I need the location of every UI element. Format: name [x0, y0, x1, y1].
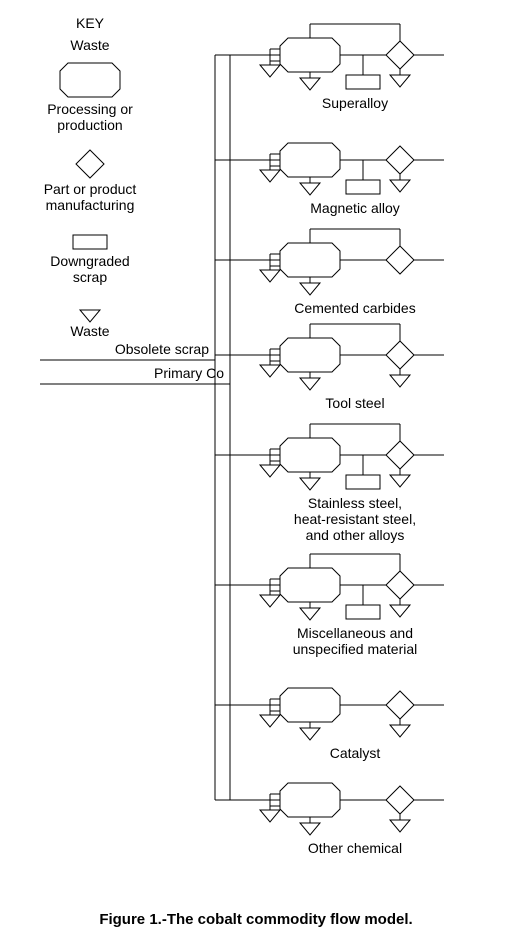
- manufacturing-diamond: [386, 571, 414, 599]
- process-box: [280, 783, 340, 817]
- downgraded-scrap-icon: [346, 75, 380, 89]
- legend-item-label: Waste: [70, 37, 109, 53]
- flow-module: Tool steel: [260, 324, 444, 411]
- downgraded-scrap-icon: [346, 180, 380, 194]
- manufacturing-diamond: [386, 41, 414, 69]
- svg-text:scrap: scrap: [73, 269, 107, 285]
- flow-module: Superalloy: [260, 24, 444, 111]
- waste-icon: [260, 595, 280, 607]
- waste-icon: [300, 78, 320, 90]
- waste-icon: [300, 823, 320, 835]
- downgraded-scrap-icon: [346, 605, 380, 619]
- waste-icon: [390, 375, 410, 387]
- waste-icon: [390, 725, 410, 737]
- process-box: [280, 38, 340, 72]
- process-box: [280, 338, 340, 372]
- waste-icon: [260, 810, 280, 822]
- module-label: and other alloys: [306, 527, 405, 543]
- flow-module: Catalyst: [260, 688, 444, 761]
- flow-module: Miscellaneous andunspecified material: [260, 554, 444, 657]
- manufacturing-diamond: [386, 441, 414, 469]
- trunk-label-primary: Primary Co: [154, 365, 224, 381]
- module-label: Other chemical: [308, 840, 402, 856]
- downgraded-scrap-icon: [73, 235, 107, 249]
- module-label: Tool steel: [325, 395, 384, 411]
- svg-text:Processing or: Processing or: [47, 101, 133, 117]
- waste-icon: [300, 283, 320, 295]
- manufacturing-diamond: [386, 786, 414, 814]
- waste-icon: [260, 270, 280, 282]
- svg-text:Waste: Waste: [70, 323, 109, 339]
- svg-text:Downgraded: Downgraded: [50, 253, 129, 269]
- module-label: Catalyst: [330, 745, 381, 761]
- module-label: unspecified material: [293, 641, 418, 657]
- module-label: heat-resistant steel,: [294, 511, 416, 527]
- downgraded-scrap-icon: [346, 475, 380, 489]
- flow-module: Magnetic alloy: [260, 143, 444, 216]
- waste-icon: [300, 478, 320, 490]
- legend: KEY Waste Processing orproduction Part or p…: [44, 15, 137, 339]
- waste-icon: [260, 170, 280, 182]
- waste-icon: [300, 608, 320, 620]
- flow-module: Other chemical: [260, 783, 444, 856]
- waste-icon: [390, 605, 410, 617]
- process-icon: [60, 63, 120, 97]
- module-label: Magnetic alloy: [310, 200, 400, 216]
- waste-icon: [260, 365, 280, 377]
- module-label: Miscellaneous and: [297, 625, 413, 641]
- svg-text:Part or product: Part or product: [44, 181, 137, 197]
- trunk-label-obsolete: Obsolete scrap: [115, 341, 209, 357]
- waste-icon: [300, 728, 320, 740]
- waste-icon: [300, 378, 320, 390]
- flow-module: Stainless steel,heat-resistant steel,and…: [260, 424, 444, 543]
- waste-icon: [260, 65, 280, 77]
- waste-icon: [260, 715, 280, 727]
- manufacturing-icon: [76, 150, 104, 178]
- flow-module: Cemented carbides: [260, 229, 444, 316]
- manufacturing-diamond: [386, 146, 414, 174]
- process-box: [280, 568, 340, 602]
- process-box: [280, 143, 340, 177]
- waste-icon: [260, 465, 280, 477]
- process-box: [280, 243, 340, 277]
- svg-text:manufacturing: manufacturing: [46, 197, 135, 213]
- module-label: Stainless steel,: [308, 495, 402, 511]
- manufacturing-diamond: [386, 246, 414, 274]
- process-box: [280, 688, 340, 722]
- module-label: Superalloy: [322, 95, 388, 111]
- figure-caption: Figure 1.-The cobalt commodity flow mode…: [99, 911, 412, 928]
- waste-icon: [390, 75, 410, 87]
- process-box: [280, 438, 340, 472]
- manufacturing-diamond: [386, 691, 414, 719]
- waste-icon: [300, 183, 320, 195]
- waste-icon: [390, 180, 410, 192]
- waste-icon: [80, 310, 100, 322]
- manufacturing-diamond: [386, 341, 414, 369]
- waste-icon: [390, 820, 410, 832]
- module-label: Cemented carbides: [294, 300, 415, 316]
- svg-text:production: production: [57, 117, 122, 133]
- legend-title: KEY: [76, 15, 105, 31]
- waste-icon: [390, 475, 410, 487]
